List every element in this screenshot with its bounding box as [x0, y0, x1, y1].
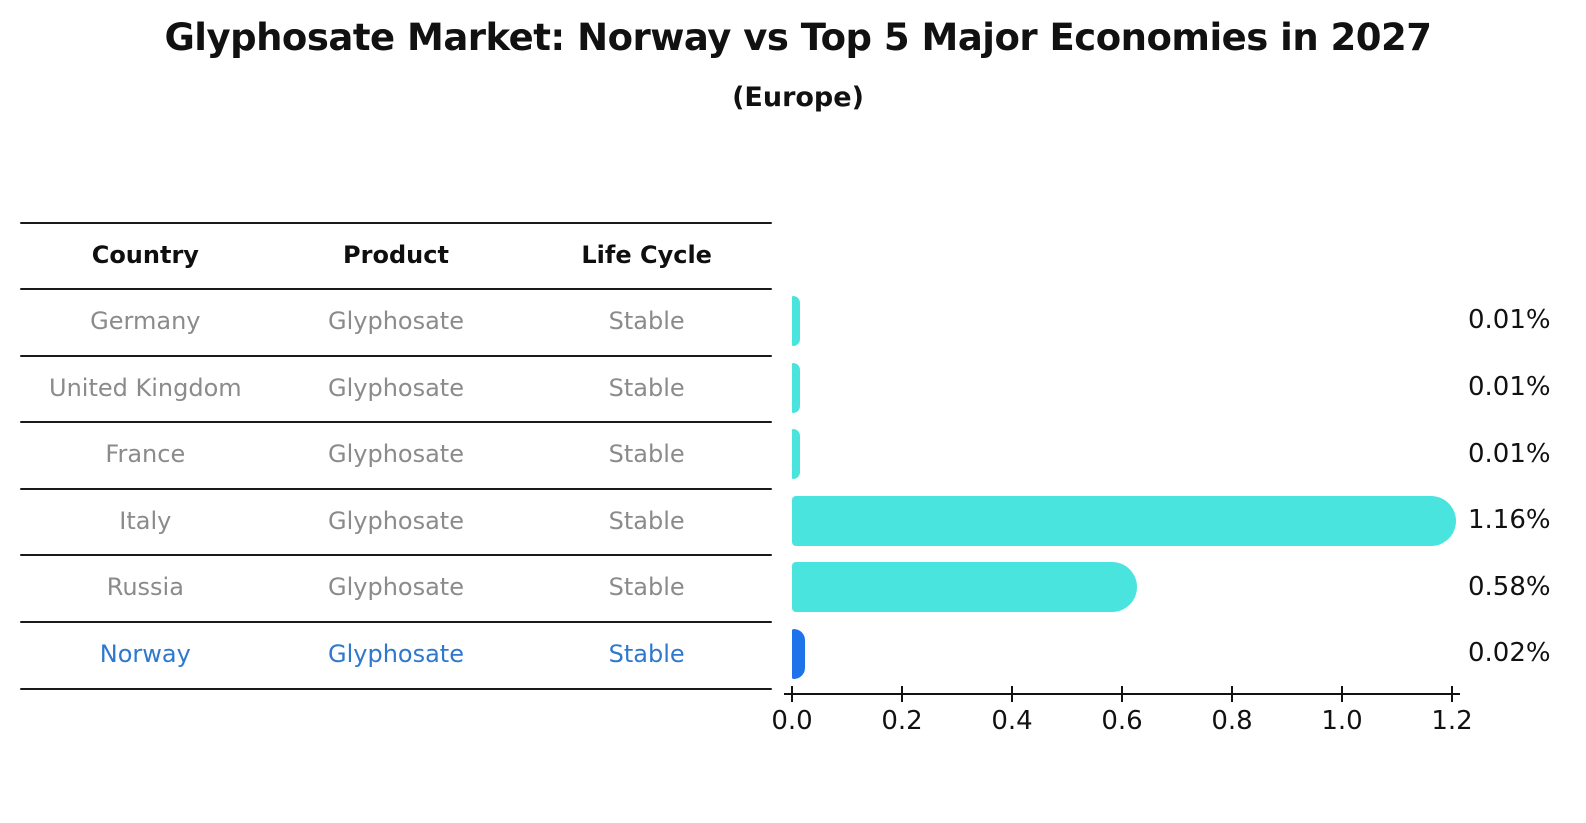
- cell-country: Russia: [106, 573, 184, 602]
- bar-value-label: 1.16%: [1468, 505, 1551, 535]
- bar-value-label: 0.01%: [1468, 305, 1551, 335]
- bar-value-label: 0.01%: [1468, 372, 1551, 402]
- cell-product: Glyphosate: [328, 307, 464, 335]
- table-row: Russia Glyphosate Stable: [20, 554, 772, 620]
- cell-product: Glyphosate: [328, 373, 464, 402]
- table-header-life-cycle: Life Cycle: [581, 241, 712, 269]
- bar-russia: [792, 562, 1137, 612]
- table-separator-line: [20, 621, 772, 623]
- x-axis-tick: [791, 686, 793, 702]
- x-axis-tick-label: 0.6: [1101, 706, 1143, 736]
- table-separator-line: [20, 421, 772, 423]
- cell-country: Norway: [99, 640, 191, 668]
- table-separator-line: [20, 688, 772, 690]
- table-row: Norway Glyphosate Stable: [20, 621, 772, 687]
- bar-value-label: 0.01%: [1468, 439, 1551, 469]
- table-separator-line: [20, 222, 772, 224]
- cell-product: Glyphosate: [328, 640, 464, 668]
- cell-country: United Kingdom: [49, 373, 242, 402]
- x-axis-tick-label: 0.8: [1211, 706, 1253, 736]
- cell-life-cycle: Stable: [608, 640, 685, 668]
- table-row: Italy Glyphosate Stable: [20, 488, 772, 554]
- table-separator-line: [20, 288, 772, 290]
- bar-norway: [792, 629, 805, 679]
- bar-united-kingdom: [792, 363, 800, 413]
- cell-country: France: [105, 440, 186, 469]
- table-row: France Glyphosate Stable: [20, 421, 772, 487]
- x-axis-tick-label: 1.0: [1321, 706, 1363, 736]
- table-header-country: Country: [91, 241, 199, 269]
- table-separator-line: [20, 554, 772, 556]
- x-axis-tick-label: 1.2: [1431, 706, 1473, 736]
- cell-country: Italy: [119, 506, 172, 535]
- cell-product: Glyphosate: [328, 573, 464, 602]
- cell-life-cycle: Stable: [608, 573, 685, 602]
- x-axis-tick-label: 0.4: [991, 706, 1033, 736]
- x-axis-tick: [1231, 686, 1233, 702]
- cell-life-cycle: Stable: [608, 440, 685, 469]
- table-separator-line: [20, 355, 772, 357]
- table-separator-line: [20, 488, 772, 490]
- bar-france: [792, 429, 800, 479]
- x-axis-tick: [1341, 686, 1343, 702]
- x-axis-tick-label: 0.0: [771, 706, 813, 736]
- bar-germany: [792, 296, 800, 346]
- x-axis-tick: [1121, 686, 1123, 702]
- cell-life-cycle: Stable: [608, 307, 685, 335]
- x-axis-tick: [1451, 686, 1453, 702]
- cell-life-cycle: Stable: [608, 373, 685, 402]
- x-axis-tick-label: 0.2: [881, 706, 923, 736]
- cell-product: Glyphosate: [328, 506, 464, 535]
- table-header-product: Product: [343, 241, 449, 269]
- cell-country: Germany: [90, 307, 201, 335]
- bar-italy: [792, 496, 1456, 546]
- cell-life-cycle: Stable: [608, 506, 685, 535]
- table-row: Germany Glyphosate Stable: [20, 288, 772, 354]
- chart-subtitle: (Europe): [732, 82, 864, 113]
- bar-value-label: 0.58%: [1468, 572, 1551, 602]
- bar-value-label: 0.02%: [1468, 638, 1551, 668]
- x-axis-tick: [1011, 686, 1013, 702]
- table-row: United Kingdom Glyphosate Stable: [20, 355, 772, 421]
- x-axis-tick: [901, 686, 903, 702]
- chart-title: Glyphosate Market: Norway vs Top 5 Major…: [164, 16, 1432, 59]
- cell-product: Glyphosate: [328, 440, 464, 469]
